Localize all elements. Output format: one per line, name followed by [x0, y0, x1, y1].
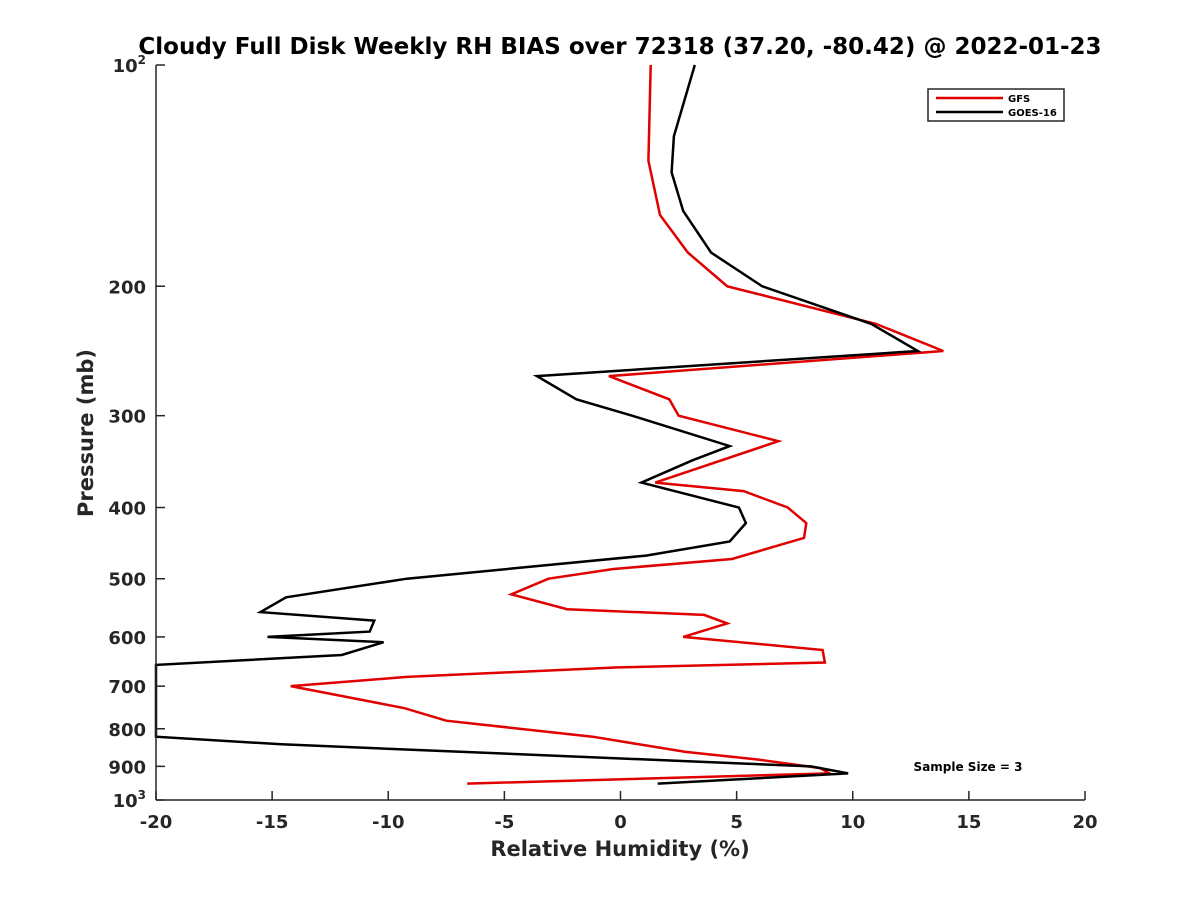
y-tick-label: 102 [113, 53, 146, 77]
sample-size-annotation: Sample Size = 3 [914, 760, 1023, 774]
x-tick-label: 5 [730, 812, 743, 833]
x-tick-label: -15 [256, 812, 289, 833]
series-layer [154, 64, 944, 785]
x-tick-label: -20 [140, 812, 173, 833]
y-tick-label: 800 [108, 720, 146, 741]
legend-label-goes16: GOES-16 [1008, 108, 1057, 119]
y-tick-label: 500 [108, 570, 146, 591]
y-tick-label: 900 [108, 757, 146, 778]
x-axis-label: Relative Humidity (%) [490, 837, 749, 861]
x-tick-label: -10 [372, 812, 405, 833]
legend-label-gfs: GFS [1008, 94, 1030, 105]
y-ticks: 102 200 300 400 500 600 700 800 900 103 [108, 53, 165, 812]
y-axis-label: Pressure (mb) [74, 349, 98, 517]
series-line-goes16 [154, 64, 922, 785]
x-tick-label: 0 [614, 812, 627, 833]
x-tick-label: 15 [956, 812, 981, 833]
y-tick-label: 103 [113, 788, 146, 812]
legend: GFS GOES-16 [927, 88, 1065, 122]
y-tick-label: 300 [108, 407, 146, 428]
y-tick-label: 700 [108, 677, 146, 698]
y-tick-label: 600 [108, 628, 146, 649]
y-tick-label: 400 [108, 499, 146, 520]
legend-box [927, 88, 1065, 122]
x-ticks: -20 -15 -10 -5 0 5 10 15 20 [140, 791, 1098, 833]
x-tick-label: -5 [494, 812, 514, 833]
series-line-gfs [290, 64, 944, 785]
chart-title: Cloudy Full Disk Weekly RH BIAS over 723… [138, 34, 1101, 60]
x-tick-label: 20 [1072, 812, 1097, 833]
y-tick-label: 200 [108, 277, 146, 298]
x-tick-label: 10 [840, 812, 865, 833]
